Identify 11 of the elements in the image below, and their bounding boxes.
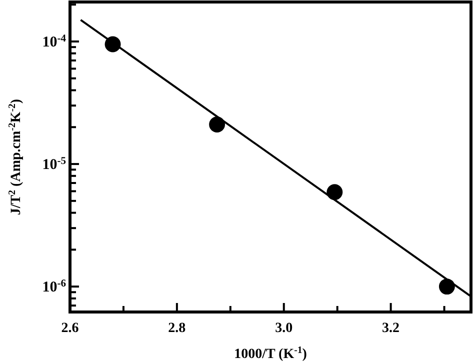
x-tick-label: 3.2 xyxy=(382,321,400,336)
x-tick-label: 2.6 xyxy=(61,321,79,336)
point xyxy=(326,184,343,200)
point xyxy=(209,116,226,132)
x-tick-label: 2.8 xyxy=(168,321,186,336)
y-tick-label: 10$^{-4}$ xyxy=(42,32,67,50)
x-axis-title: 1000/T (K$^{-1}$) xyxy=(234,344,308,362)
y-tick-label: 10$^{-6}$ xyxy=(42,278,66,296)
x-tick-label: 3.0 xyxy=(275,321,293,336)
y-tick-label: 10$^{-5}$ xyxy=(42,156,66,174)
point xyxy=(438,278,455,295)
